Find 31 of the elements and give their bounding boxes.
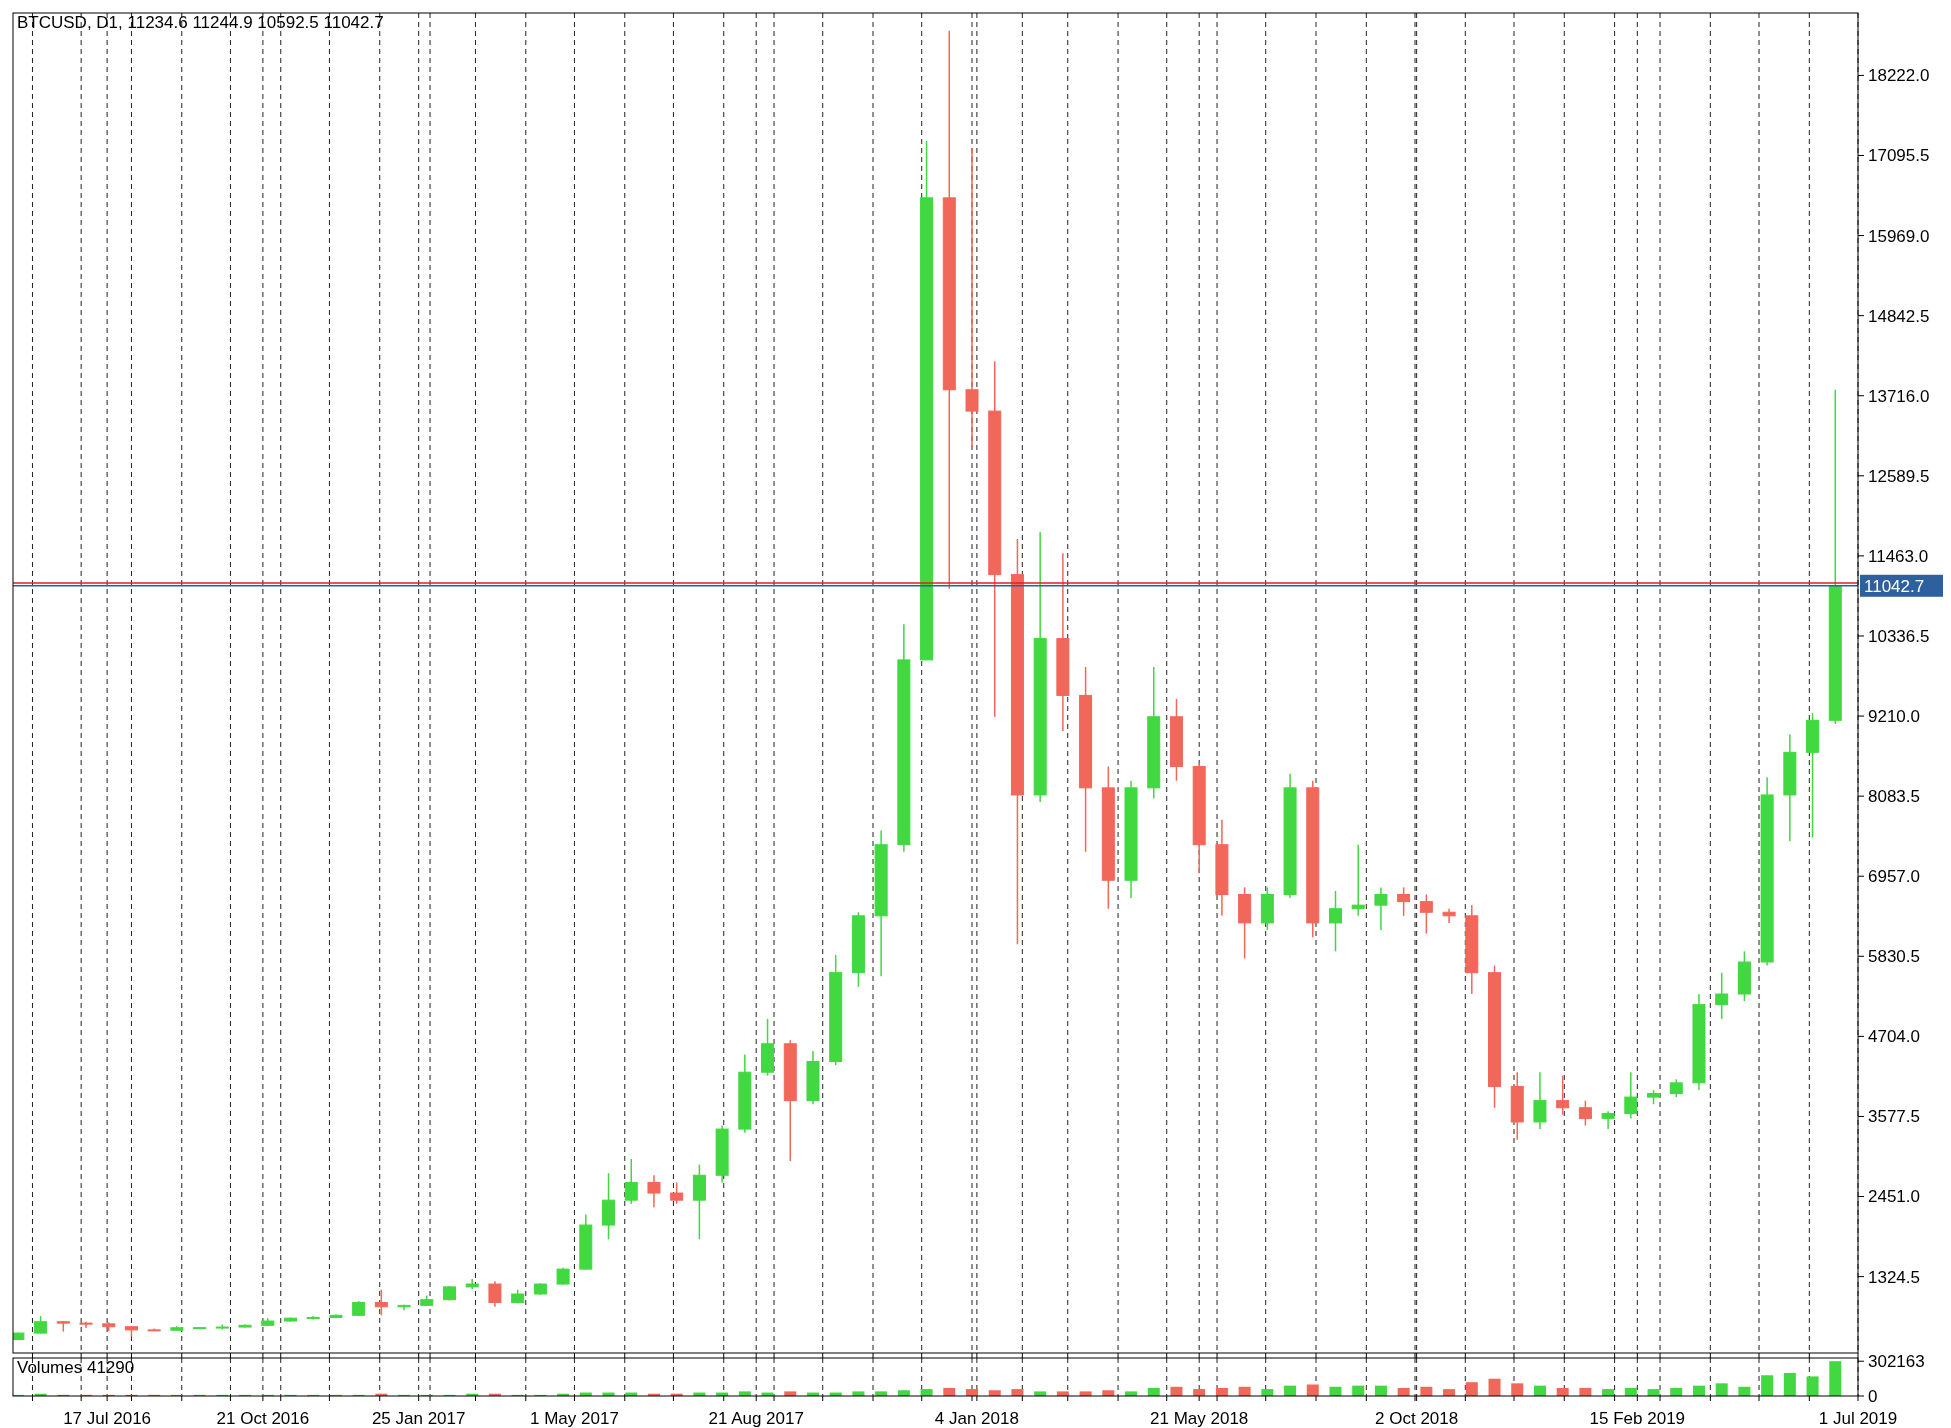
y-tick-label: 17095.5	[1868, 146, 1930, 166]
y-tick-label: 0	[1868, 1386, 1878, 1406]
x-tick-label: 1 Jul 2019	[1818, 1409, 1898, 1428]
chart-title: BTCUSD, D1, 11234.6 11244.9 10592.5 11042.7	[17, 13, 384, 32]
y-tick-label: 11463.0	[1868, 546, 1929, 566]
x-tick-label: 21 May 2018	[1150, 1409, 1249, 1428]
y-tick-label: 1324.5	[1868, 1267, 1920, 1287]
y-tick-label: 15969.0	[1868, 226, 1930, 246]
y-tick-label: 18222.0	[1868, 66, 1930, 86]
y-tick-label: 4704.0	[1868, 1027, 1920, 1047]
y-tick-label: 3577.5	[1868, 1107, 1920, 1127]
ref-line-label: 11042.7	[1864, 576, 1925, 596]
y-tick-label: 302163	[1868, 1352, 1925, 1372]
x-tick-label: 4 Jan 2018	[934, 1409, 1019, 1428]
y-tick-label: 9210.0	[1868, 707, 1920, 727]
x-tick-label: 21 Oct 2016	[216, 1409, 310, 1428]
y-tick-label: 12589.5	[1868, 466, 1930, 486]
y-tick-label: 8083.5	[1868, 787, 1920, 807]
x-tick-label: 2 Oct 2018	[1375, 1409, 1459, 1428]
y-tick-label: 10336.5	[1868, 626, 1930, 646]
x-tick-label: 21 Aug 2017	[708, 1409, 804, 1428]
x-tick-label: 1 May 2017	[530, 1409, 619, 1428]
x-tick-label: 25 Jan 2017	[371, 1409, 466, 1428]
x-tick-label: 17 Jul 2016	[63, 1409, 152, 1428]
x-tick-label: 15 Feb 2019	[1589, 1409, 1686, 1428]
y-tick-label: 14842.5	[1868, 306, 1930, 326]
y-tick-label: 2451.0	[1868, 1187, 1920, 1207]
chart-title: Volumes 41290	[17, 1358, 135, 1377]
y-tick-label: 13716.0	[1868, 386, 1930, 406]
y-tick-label: 6957.0	[1868, 867, 1920, 887]
y-tick-label: 5830.5	[1868, 947, 1920, 967]
